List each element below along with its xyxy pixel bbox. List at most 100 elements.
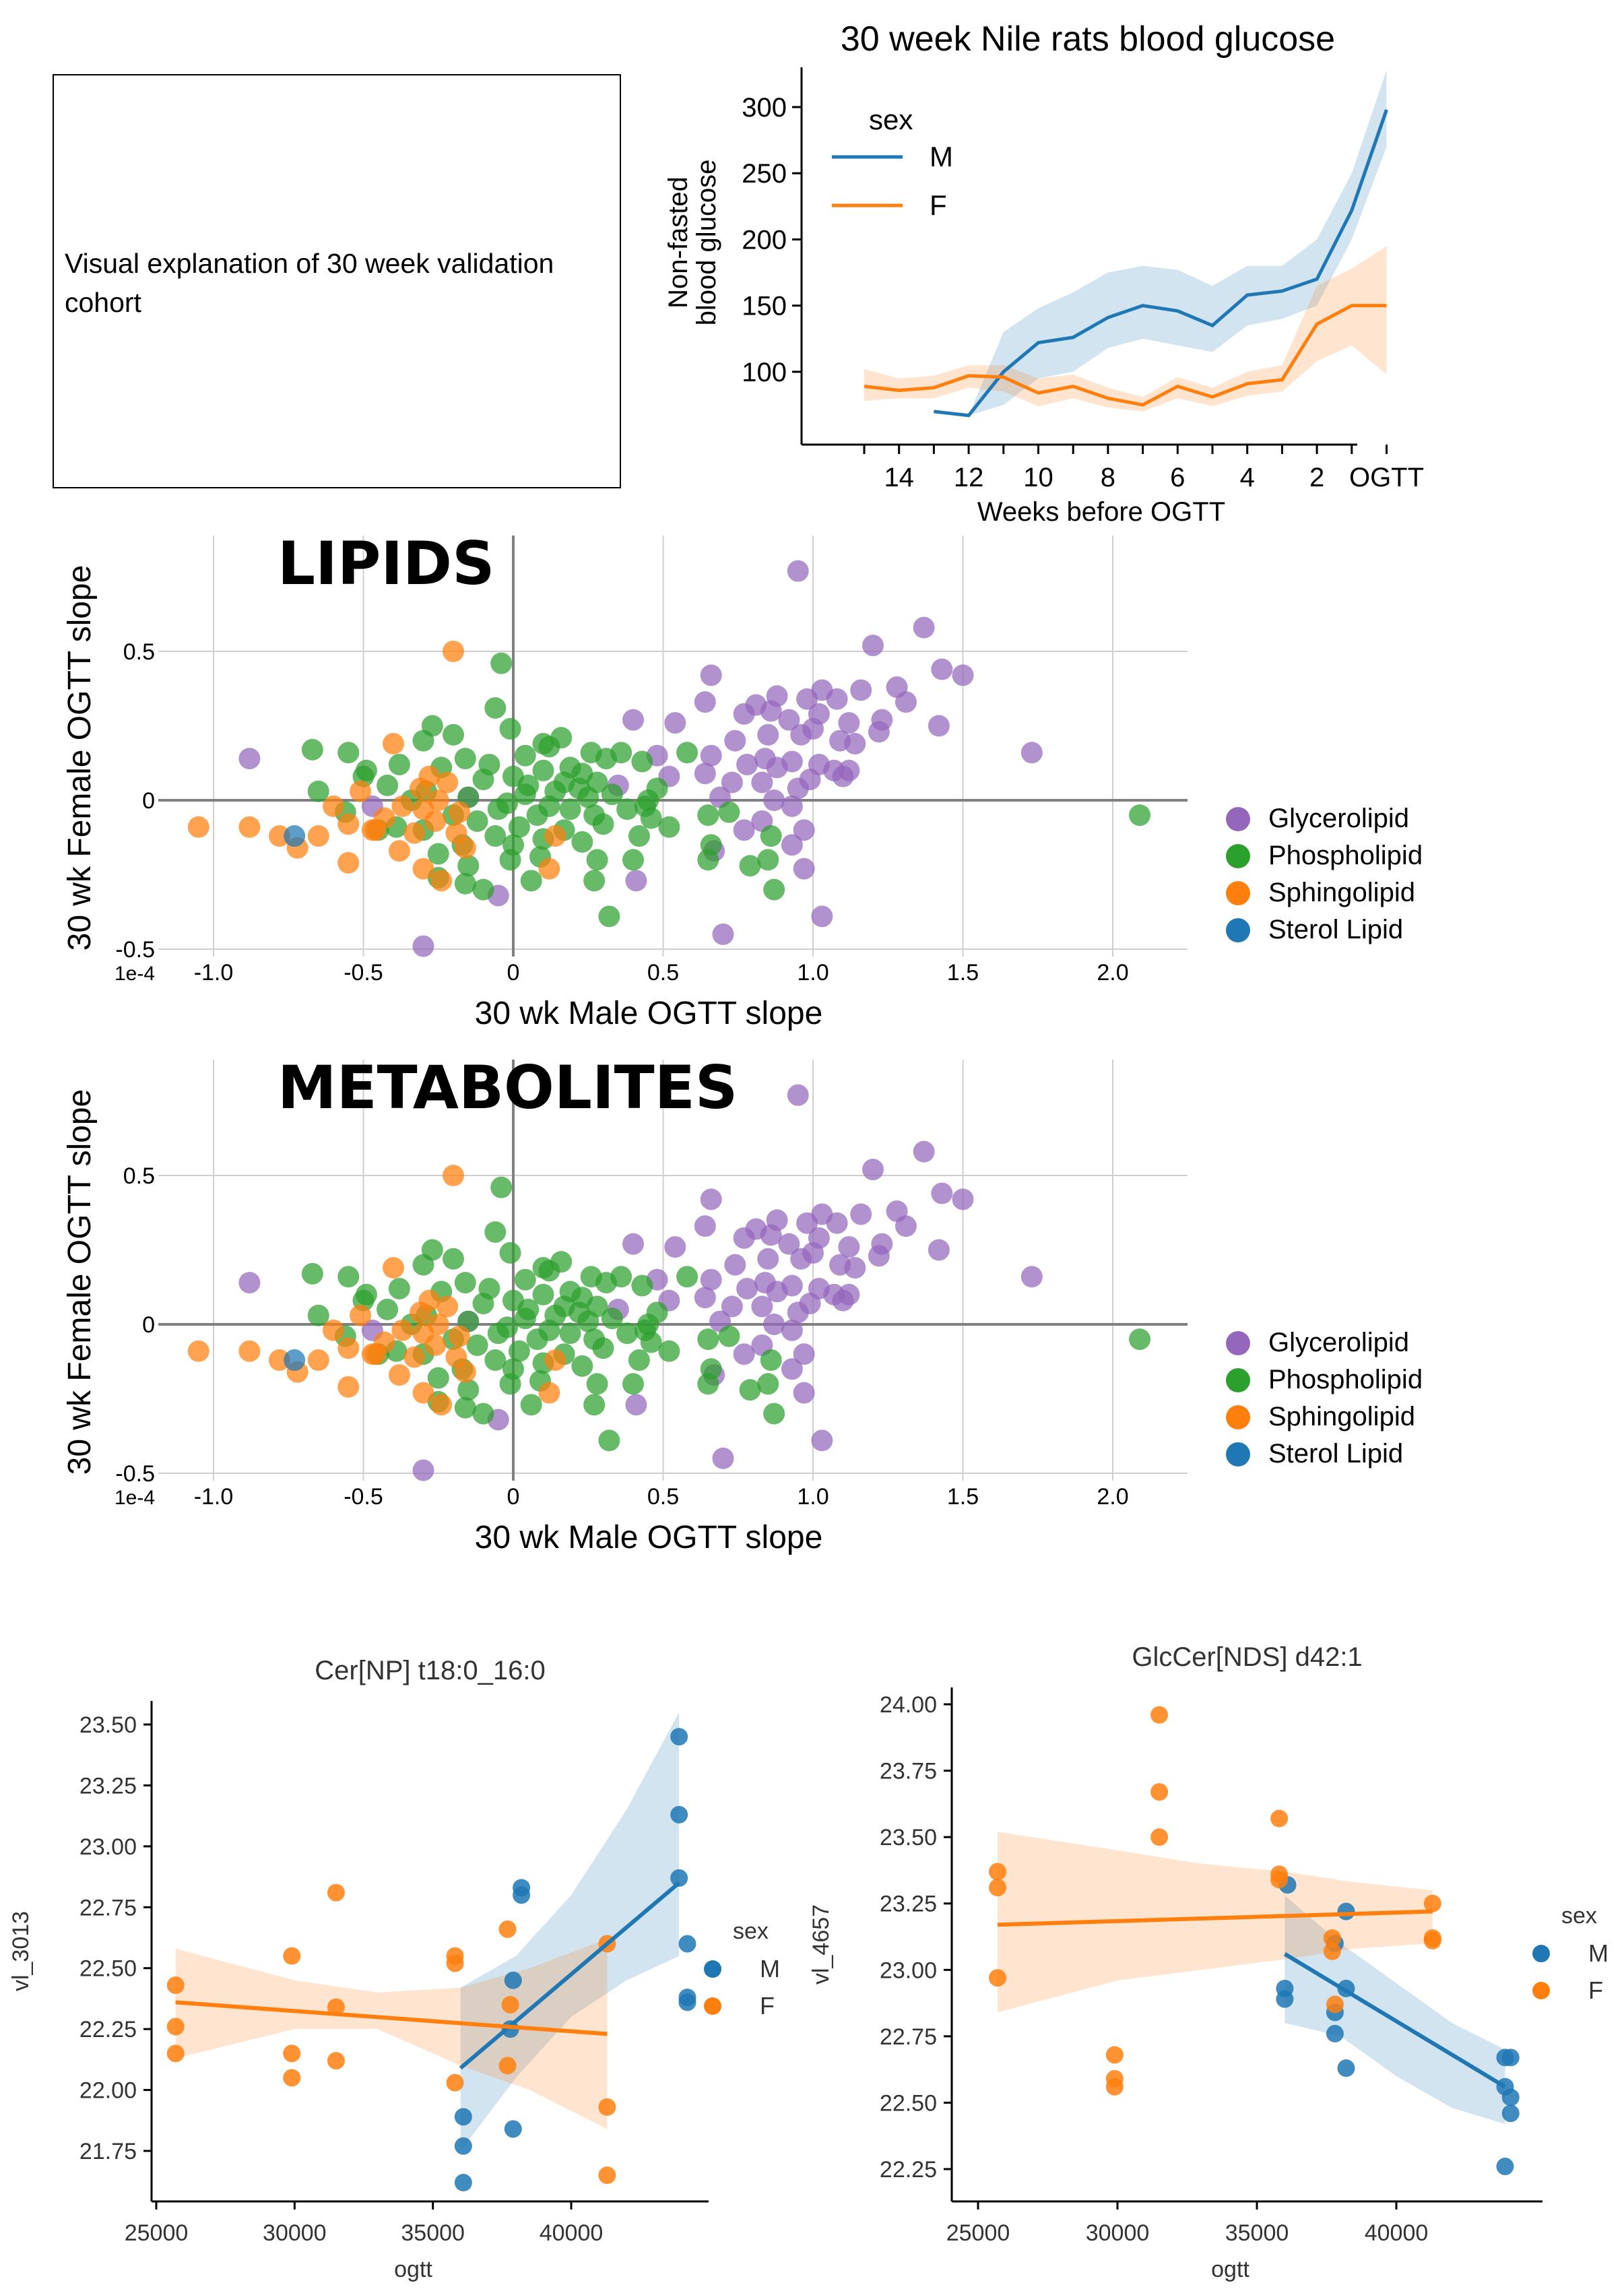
- scatter-point-sphingolipid: [430, 870, 453, 892]
- scatter-point-phospholipid: [550, 727, 573, 749]
- scatter-point-F: [1423, 1894, 1441, 1912]
- scatter-point-M: [1501, 2049, 1520, 2067]
- scatter-point-phospholipid: [457, 855, 480, 877]
- x-tick-label: 14: [884, 463, 914, 492]
- scatter-point-F: [1323, 1942, 1341, 1960]
- scatter-point-phospholipid: [490, 652, 513, 674]
- scatter-point-glycerolipid: [736, 1277, 758, 1299]
- scatter-point-F: [283, 2069, 301, 2087]
- scatter-point-sphingolipid: [238, 1340, 261, 1362]
- scale-note: 1e-4: [115, 963, 155, 985]
- scatter-point-phospholipid: [502, 834, 524, 856]
- scatter-point-sphingolipid: [187, 1340, 209, 1362]
- scatter-point-phospholipid: [586, 849, 608, 871]
- y-tick-label: 300: [742, 93, 787, 123]
- scatter-point-glycerolipid: [793, 1343, 815, 1365]
- scatter-point-phospholipid: [532, 1283, 554, 1305]
- scatter-point-sphingolipid: [307, 1349, 329, 1372]
- scatter-point-sphingolipid: [443, 641, 464, 662]
- x-tick-label: 10: [1023, 463, 1053, 492]
- x-axis-label: 30 wk Male OGTT slope: [475, 1520, 823, 1555]
- y-axis-label-line1: Non-fasted: [663, 176, 693, 309]
- legend-marker-sterol-lipid: [1226, 1442, 1250, 1466]
- scatter-point-phospholipid: [472, 878, 494, 901]
- scatter-point-sphingolipid: [383, 733, 404, 755]
- scatter-point-phospholipid: [484, 697, 507, 719]
- scatter-point-phospholipid: [377, 774, 399, 796]
- scatter-point-sphingolipid: [187, 816, 209, 838]
- scatter-point-glycerolipid: [787, 777, 809, 800]
- y-tick-label: 22.75: [79, 1895, 137, 1921]
- scatter-point-glycerolipid: [952, 1188, 974, 1211]
- scatter-point-phospholipid: [616, 1322, 639, 1345]
- scatter-point-F: [988, 1969, 1006, 1987]
- scatter-point-phospholipid: [484, 1349, 507, 1372]
- scatter-point-phospholipid: [586, 1373, 608, 1395]
- scatter-point-phospholipid: [658, 816, 680, 838]
- regression-chart-2: GlcCer[NDS] d42:1 22.25 22.50 22.75 23.00 23.…: [808, 1642, 1609, 2282]
- scatter-point-phospholipid: [499, 717, 521, 740]
- scatter-point-M: [1326, 2024, 1344, 2042]
- scatter-point-glycerolipid: [700, 1268, 722, 1291]
- scatter-point-glycerolipid: [694, 1287, 716, 1309]
- scatter-point-phospholipid: [676, 1266, 699, 1288]
- scatter-point-glycerolipid: [763, 789, 785, 811]
- scatter-point-phospholipid: [454, 1396, 476, 1419]
- scatter-point-phospholipid: [514, 783, 536, 806]
- scatter-point-phospholipid: [520, 1394, 542, 1416]
- scatter-point-F: [1105, 2077, 1124, 2096]
- scatter-point-glycerolipid: [757, 1248, 779, 1270]
- scatter-point-F: [988, 1863, 1006, 1881]
- scatter-point-phospholipid: [526, 804, 548, 827]
- scatter-point-sphingolipid: [383, 1257, 404, 1279]
- scatter-point-phospholipid: [592, 1337, 614, 1359]
- scatter-point-glycerolipid: [793, 858, 815, 880]
- y-tick-label: 22.75: [880, 2024, 937, 2050]
- scatter-point-phospholipid: [427, 843, 449, 865]
- scatter-point-glycerolipid: [778, 1233, 800, 1255]
- scatter-point-glycerolipid: [766, 1281, 788, 1303]
- glucose-chart-title: 30 week Nile rats blood glucose: [841, 20, 1335, 59]
- scatter-point-glycerolipid: [724, 730, 746, 752]
- ci-band-F: [864, 246, 1387, 412]
- scatter-point-glycerolipid: [733, 1227, 755, 1249]
- legend-marker-F: [1532, 1982, 1550, 1999]
- ci-band-M: [934, 69, 1387, 416]
- y-tick-label: 0.5: [123, 639, 155, 665]
- scatter-point-glycerolipid: [700, 744, 722, 767]
- scatter-point-sphingolipid: [403, 822, 426, 844]
- x-tick-label: 6: [1170, 463, 1185, 492]
- scatter-point-glycerolipid: [736, 753, 758, 775]
- scatter-point-phospholipid: [676, 742, 699, 764]
- scatter-point-M: [678, 1935, 696, 1953]
- scatter-chart-title: LIPIDS: [278, 529, 494, 598]
- y-axis-label: vl_3013: [8, 1911, 34, 1991]
- ci-band-M: [460, 1712, 680, 2151]
- scatter-point-phospholipid: [377, 1298, 399, 1320]
- legend-marker-glycerolipid: [1226, 1331, 1250, 1355]
- scatter-point-glycerolipid: [238, 1272, 261, 1294]
- scatter-point-sphingolipid: [268, 825, 290, 847]
- scatter-point-glycerolipid: [826, 1212, 848, 1234]
- scatter-point-glycerolipid: [952, 664, 974, 686]
- scatter-point-phospholipid: [583, 870, 606, 892]
- scatter-point-phospholipid: [757, 1373, 779, 1395]
- scatter-point-F: [1423, 1931, 1441, 1949]
- scatter-point-phospholipid: [337, 742, 360, 764]
- scatter-point-F: [327, 2052, 345, 2070]
- scatter-point-glycerolipid: [781, 1358, 803, 1380]
- scatter-point-F: [598, 2166, 616, 2185]
- scatter-point-phospholipid: [697, 1373, 719, 1395]
- regression-chart-title: Cer[NP] t18:0_16:0: [315, 1656, 545, 1685]
- scatter-point-glycerolipid: [850, 679, 872, 701]
- scatter-point-phospholipid: [592, 813, 614, 835]
- scatter-point-phospholipid: [520, 870, 542, 892]
- scatter-point-glycerolipid: [796, 688, 818, 710]
- x-tick-label: 30000: [1086, 2220, 1150, 2246]
- fit-line-F: [997, 1909, 1433, 1927]
- scatter-point-phospholipid: [598, 1429, 620, 1452]
- scatter-point-glycerolipid: [787, 560, 809, 582]
- scatter-point-glycerolipid: [712, 923, 734, 945]
- y-tick-label: 24.00: [880, 1692, 937, 1718]
- scatter-point-glycerolipid: [868, 721, 890, 743]
